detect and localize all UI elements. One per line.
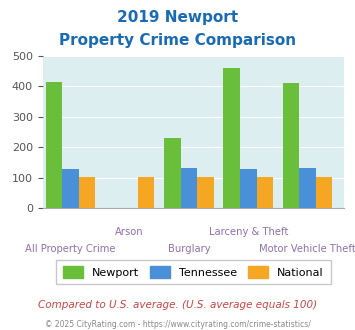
Legend: Newport, Tennessee, National: Newport, Tennessee, National <box>56 259 331 284</box>
Bar <box>240 169 257 208</box>
Bar <box>316 177 332 208</box>
Bar <box>257 177 273 208</box>
Bar <box>138 177 154 208</box>
Text: Larceny & Theft: Larceny & Theft <box>209 227 288 237</box>
Bar <box>62 169 78 208</box>
Bar <box>197 177 214 208</box>
Bar <box>78 177 95 208</box>
Text: Burglary: Burglary <box>168 244 210 254</box>
Bar <box>181 168 197 208</box>
Bar <box>45 82 62 208</box>
Text: 2019 Newport: 2019 Newport <box>117 10 238 25</box>
Text: © 2025 CityRating.com - https://www.cityrating.com/crime-statistics/: © 2025 CityRating.com - https://www.city… <box>45 320 310 329</box>
Text: Property Crime Comparison: Property Crime Comparison <box>59 33 296 48</box>
Bar <box>283 83 299 208</box>
Text: Arson: Arson <box>115 227 144 237</box>
Text: All Property Crime: All Property Crime <box>25 244 116 254</box>
Text: Compared to U.S. average. (U.S. average equals 100): Compared to U.S. average. (U.S. average … <box>38 300 317 310</box>
Text: Motor Vehicle Theft: Motor Vehicle Theft <box>259 244 355 254</box>
Bar <box>164 138 181 208</box>
Bar <box>224 68 240 208</box>
Bar <box>299 168 316 208</box>
